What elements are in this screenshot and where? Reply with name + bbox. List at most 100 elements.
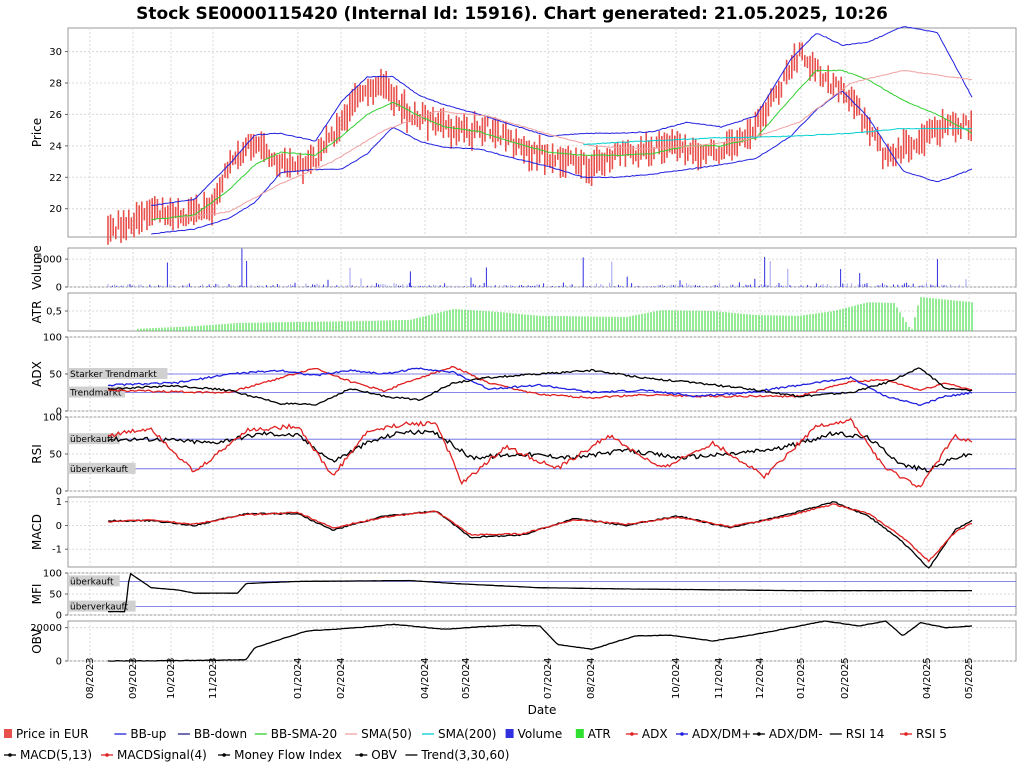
legend-label: Trend(3,30,60) (420, 748, 509, 762)
legend-label: OBV (371, 748, 397, 762)
y-tick-label: 0 (56, 657, 62, 668)
y-tick-label: 22 (49, 173, 62, 184)
panel-mfi: 0 50 100 MFI überkauft überverkauft (30, 569, 1017, 622)
legend-item: BB-SMA-20 (254, 727, 337, 741)
panel-adx: 0 50 100 ADX Starker Trendmarkt Trendmarkt (30, 333, 1017, 418)
x-tick-label: 05/2024 (461, 657, 472, 699)
y-tick-label: 30 (49, 47, 62, 58)
y-axis-label: Price (30, 118, 44, 147)
reference-label-bg (68, 575, 120, 587)
x-tick-label: 08/2023 (85, 657, 96, 699)
x-tick-label: 02/2025 (840, 657, 851, 699)
legend-label: Money Flow Index (234, 748, 342, 762)
legend-marker (8, 753, 12, 757)
y-tick-label: 20000 (30, 623, 62, 634)
legend-marker (105, 753, 109, 757)
series-obv (107, 620, 973, 662)
y-tick-label: 0 (56, 611, 62, 622)
legend-marker (359, 753, 364, 757)
y-tick-label: 26 (49, 110, 62, 121)
y-tick-label: 28 (49, 79, 62, 90)
legend-item: ADX/DM- (752, 727, 823, 741)
series-rsi-14 (107, 429, 973, 473)
chart-legend: Price in EUR BB-up BB-down BB-SMA-20 SMA(50)… (4, 727, 947, 762)
x-axis-label: Date (528, 703, 557, 717)
reference-label-bg (68, 600, 136, 612)
y-axis-label: OBV (30, 627, 44, 653)
legend-label: BB-down (194, 727, 247, 741)
legend-marker (222, 753, 226, 757)
y-axis-label: MACD (30, 514, 44, 550)
series-money-flow-index (107, 572, 973, 613)
reference-label: überkauft (70, 577, 114, 587)
legend-item: RSI 14 (829, 727, 885, 741)
legend-item: OBV (355, 748, 398, 762)
legend-swatch (575, 729, 584, 738)
series-adx (107, 365, 973, 400)
y-tick-label: -1 (52, 545, 62, 556)
y-tick-label: 100 (43, 413, 62, 424)
reference-label: Trendmarkt (69, 389, 122, 399)
panel-frame (67, 496, 1017, 568)
legend-swatch (4, 729, 12, 738)
legend-item: BB-down (177, 727, 247, 741)
series-sma-200- (583, 127, 973, 146)
reference-label-bg (68, 462, 136, 474)
reference-label: Starker Trendmarkt (70, 370, 157, 380)
legend-label: ATR (588, 727, 611, 741)
x-tick-label: 12/2024 (755, 657, 766, 699)
x-tick-label: 07/2024 (543, 657, 554, 699)
legend-label: SMA(200) (438, 727, 496, 741)
legend-marker (757, 732, 761, 736)
panel-macd: -1 0 1 MACD (30, 496, 1017, 569)
legend-item: ATR (575, 727, 611, 741)
series-bb-down (151, 90, 973, 235)
reference-label: überverkauft (70, 603, 129, 613)
reference-label: überkauft (70, 435, 114, 445)
y-axis-label: Volume (30, 245, 44, 290)
legend-label: Volume (518, 727, 563, 741)
x-tick-label: 04/2025 (922, 657, 933, 699)
reference-label-bg (68, 368, 168, 379)
legend-marker (904, 732, 908, 736)
y-axis-label: MFI (30, 584, 44, 605)
reference-label: überverkauft (70, 465, 129, 475)
legend-label: SMA(50) (361, 727, 412, 741)
legend-marker (630, 732, 634, 736)
x-tick-label: 01/2025 (796, 657, 807, 699)
legend-item: BB-up (114, 727, 166, 741)
y-axis-label: ADX (30, 361, 44, 387)
legend-item: Trend(3,30,60) (405, 748, 509, 762)
legend-label: MACD(5,13) (20, 748, 92, 762)
y-tick-label: 50 (49, 370, 62, 381)
series-rsi-5 (107, 417, 973, 488)
legend-item: Volume (505, 727, 563, 741)
x-tick-label: 05/2025 (964, 657, 975, 699)
legend-item: ADX/DM+ (676, 727, 751, 741)
y-tick-label: 50 (49, 450, 62, 461)
legend-label: RSI 14 (846, 727, 885, 741)
legend-label: ADX/DM+ (692, 727, 751, 741)
reference-label-bg (68, 433, 120, 445)
legend-item: Money Flow Index (218, 748, 342, 762)
x-tick-label: 09/2023 (128, 657, 139, 699)
legend-item: SMA(50) (345, 727, 412, 741)
y-tick-label: 20 (49, 204, 62, 215)
legend-item: MACD(5,13) (4, 748, 92, 762)
legend-label: Price in EUR (16, 727, 89, 741)
legend-marker (680, 732, 684, 736)
panel-rsi: 0 50 100 RSI überkauft überverkauft (30, 413, 1017, 498)
legend-swatch (505, 729, 514, 738)
chart-panels: 202224262830Price05000Volume0,5ATR050100… (30, 26, 1017, 668)
chart-title: Stock SE0000115420 (Internal Id: 15916).… (136, 4, 888, 24)
series-macdsignal-4- (107, 503, 973, 563)
legend-item: RSI 5 (900, 727, 947, 741)
legend-item: MACDSignal(4) (101, 748, 207, 762)
x-tick-label: 08/2024 (586, 657, 597, 699)
series-adx-dm- (107, 367, 973, 406)
x-tick-label: 10/2024 (671, 657, 682, 699)
